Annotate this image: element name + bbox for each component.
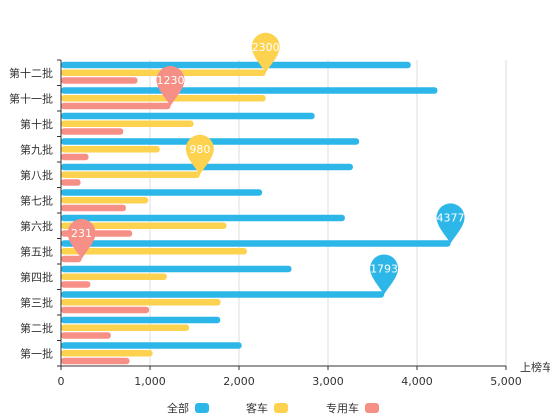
annotation-label: 1230 [156, 74, 184, 87]
category-label: 第四批 [20, 270, 53, 284]
bar-2-1 [61, 350, 153, 357]
bar-2-10 [61, 120, 194, 127]
annotation-pins: 4377 1793 2300 980 1230 231 [67, 32, 465, 295]
annotation-label: 4377 [437, 211, 465, 224]
category-label: 第九批 [20, 142, 53, 156]
annotation-pin [156, 66, 185, 107]
bar-3-9 [61, 153, 89, 161]
x-tick-label: 5,000 [490, 375, 522, 388]
bar-3-7 [61, 204, 126, 212]
x-tick-label: 4,000 [401, 375, 433, 388]
x-axis-name: 上榜车 [520, 360, 550, 374]
bar-3-12 [61, 77, 138, 84]
bar-1-1 [61, 342, 242, 349]
legend-swatch[interactable] [195, 403, 209, 413]
annotation-pin [251, 32, 280, 73]
category-label: 第六批 [20, 219, 53, 233]
annotation-label: 231 [71, 227, 92, 240]
bar-3-3 [61, 306, 150, 314]
bar-3-5 [61, 255, 82, 263]
annotation-label: 2300 [252, 41, 280, 54]
bar-1-11 [61, 87, 438, 94]
x-tick-label: 3,000 [312, 375, 344, 388]
bar-2-3 [61, 299, 221, 306]
category-label: 第二批 [20, 321, 53, 335]
bars [61, 61, 451, 365]
axes [57, 59, 507, 370]
grid-lines [149, 60, 507, 366]
category-label: 第五批 [20, 244, 53, 258]
bar-3-2 [61, 332, 111, 339]
category-label: 第十一批 [9, 91, 53, 105]
category-label: 第十二批 [9, 66, 53, 80]
x-tick-label: 2,000 [223, 375, 255, 388]
annotation-label: 1793 [370, 262, 398, 275]
legend[interactable]: 全部 客车 专用车 [167, 401, 379, 415]
bar-1-6 [61, 214, 345, 222]
annotation-pin [370, 254, 399, 295]
x-tick-label: 0 [58, 375, 65, 388]
category-label: 第七批 [20, 193, 53, 207]
annotation-pin [67, 219, 96, 260]
bar-2-5 [61, 248, 248, 255]
legend-label[interactable]: 专用车 [326, 401, 359, 415]
category-label: 第三批 [20, 295, 53, 309]
legend-swatch[interactable] [365, 403, 379, 413]
bar-2-8 [61, 171, 200, 178]
bar-3-1 [61, 357, 130, 365]
bar-3-4 [61, 281, 91, 288]
bar-2-11 [61, 95, 266, 102]
bar-1-4 [61, 265, 292, 273]
annotation-pin [185, 134, 214, 175]
category-label: 第十批 [20, 117, 53, 131]
legend-label[interactable]: 客车 [246, 401, 268, 415]
legend-swatch[interactable] [274, 403, 288, 413]
bar-2-4 [61, 273, 167, 280]
category-label: 第一批 [20, 346, 53, 360]
annotation-label: 980 [189, 143, 210, 156]
legend-label[interactable]: 全部 [167, 401, 189, 415]
labels: 第一批 第二批 第三批 第四批 第五批 第六批 第七批 第八批 第九批 第十批 第十一批 第十二批 0 1… [9, 66, 550, 388]
category-label: 第八批 [20, 168, 53, 182]
annotation-pin [436, 203, 465, 244]
bar-3-11 [61, 102, 171, 110]
bar-1-5 [61, 240, 451, 247]
x-tick-label: 1,000 [134, 375, 166, 388]
bar-3-10 [61, 128, 124, 135]
bar-1-8 [61, 163, 353, 171]
bar-2-2 [61, 324, 190, 331]
bar-2-6 [61, 222, 227, 229]
bar-2-9 [61, 146, 160, 153]
bar-1-10 [61, 112, 315, 120]
bar-1-7 [61, 189, 263, 196]
bar-2-7 [61, 197, 149, 204]
bar-1-2 [61, 316, 221, 324]
bar-1-3 [61, 291, 385, 298]
bar-3-8 [61, 179, 81, 186]
bar-1-12 [61, 61, 411, 69]
